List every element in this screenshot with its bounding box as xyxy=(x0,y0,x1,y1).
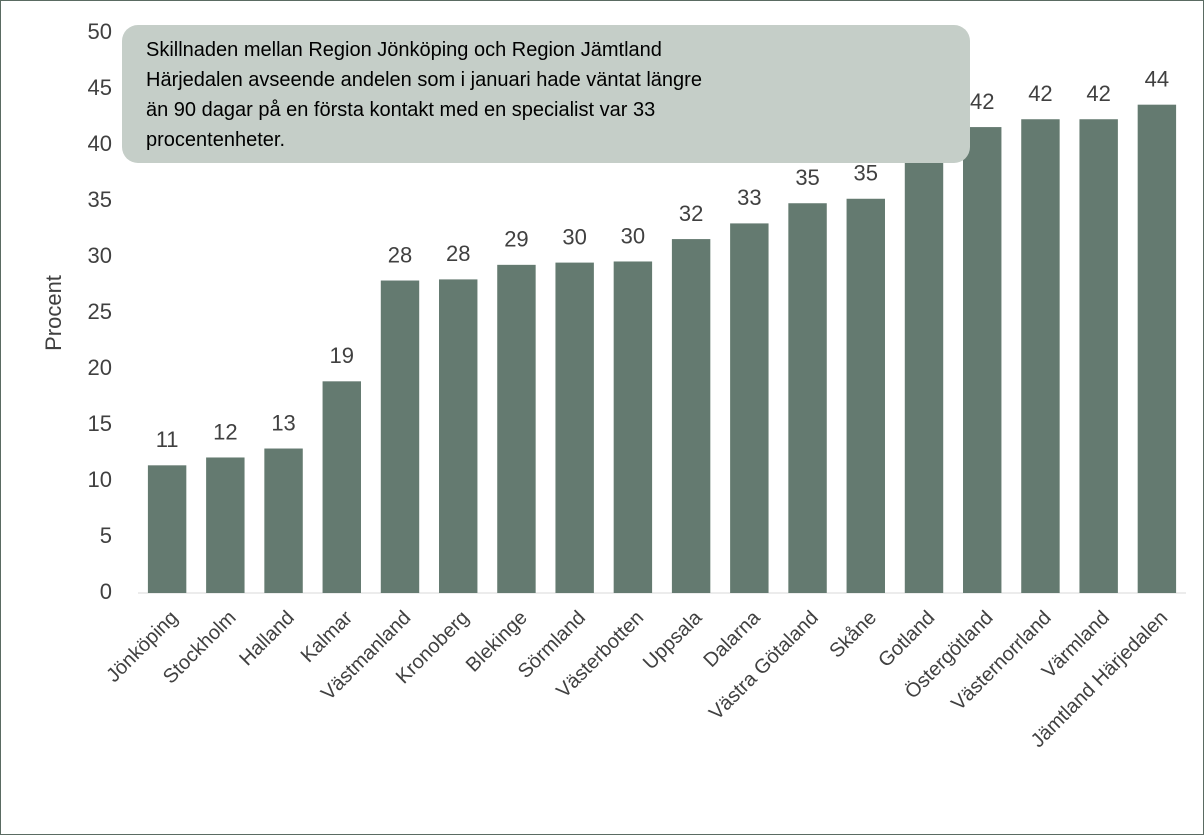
value-label: 28 xyxy=(388,242,412,267)
value-label: 44 xyxy=(1145,66,1169,91)
bar xyxy=(788,203,827,594)
value-label: 13 xyxy=(271,410,295,435)
value-label: 28 xyxy=(446,241,470,266)
value-label: 19 xyxy=(330,343,354,368)
value-label: 12 xyxy=(213,419,237,444)
bar xyxy=(904,150,944,593)
annotation-box xyxy=(122,25,970,163)
y-tick-label: 35 xyxy=(88,187,112,212)
y-tick-label: 30 xyxy=(88,243,112,268)
y-tick-label: 15 xyxy=(88,411,112,436)
bar xyxy=(439,279,478,593)
value-label: 30 xyxy=(562,224,586,249)
bar xyxy=(1079,119,1118,594)
bar xyxy=(147,465,187,593)
bar xyxy=(963,127,1002,593)
annotation-text: Härjedalen avseende andelen som i januar… xyxy=(146,69,702,91)
annotation-text: Skillnaden mellan Region Jönköping och R… xyxy=(146,39,662,61)
bar xyxy=(206,457,245,593)
value-label: 29 xyxy=(504,227,528,252)
y-tick-label: 5 xyxy=(100,523,112,548)
value-label: 35 xyxy=(854,161,878,186)
annotation-text: än 90 dagar på en första kontakt med en … xyxy=(146,99,655,121)
bar xyxy=(497,264,536,593)
bar xyxy=(613,261,653,593)
value-label: 32 xyxy=(679,201,703,226)
value-label: 11 xyxy=(156,427,179,452)
annotation-text: procentenheter. xyxy=(146,129,285,151)
y-axis-label: Procent xyxy=(41,275,66,351)
value-label: 30 xyxy=(621,223,645,248)
bar xyxy=(264,448,303,593)
y-tick-label: 50 xyxy=(88,19,112,44)
value-label: 42 xyxy=(1028,81,1052,106)
y-tick-label: 45 xyxy=(88,75,112,100)
bar xyxy=(380,280,420,593)
y-tick-label: 10 xyxy=(88,467,112,492)
y-tick-label: 25 xyxy=(88,299,112,324)
bar xyxy=(671,239,711,593)
bar xyxy=(846,198,885,593)
value-label: 42 xyxy=(970,89,994,114)
y-tick-label: 20 xyxy=(88,355,112,380)
y-tick-label: 40 xyxy=(88,131,112,156)
bar xyxy=(322,381,361,593)
value-label: 42 xyxy=(1086,81,1110,106)
bar xyxy=(1021,119,1060,594)
value-label: 33 xyxy=(737,185,761,210)
y-tick-label: 0 xyxy=(100,579,112,604)
bar xyxy=(1137,104,1177,594)
bar xyxy=(730,223,769,593)
value-label: 35 xyxy=(795,165,819,190)
bar xyxy=(555,262,594,593)
